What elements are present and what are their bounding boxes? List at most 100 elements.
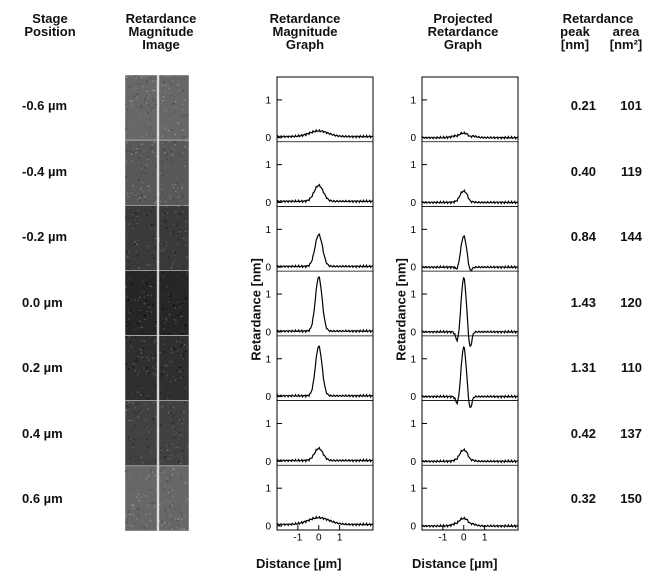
image-noise — [165, 226, 167, 229]
image-noise — [174, 183, 176, 186]
image-noise — [133, 363, 135, 365]
image-noise — [152, 502, 154, 504]
image-noise — [186, 368, 189, 371]
image-noise — [176, 187, 179, 189]
image-noise — [183, 186, 185, 188]
image-noise — [129, 148, 131, 150]
image-noise — [186, 141, 188, 143]
image-noise — [129, 209, 131, 211]
image-noise — [180, 478, 183, 481]
image-noise — [145, 439, 147, 441]
image-noise — [147, 330, 149, 332]
image-noise — [125, 521, 127, 524]
image-noise — [183, 391, 186, 393]
image-noise — [132, 366, 135, 368]
image-noise — [126, 150, 128, 153]
image-noise — [140, 456, 143, 459]
image-noise — [141, 332, 144, 334]
image-noise — [129, 525, 131, 527]
image-noise — [138, 112, 140, 114]
image-noise — [156, 237, 158, 240]
image-noise — [141, 497, 143, 499]
image-noise — [153, 402, 156, 404]
image-noise — [128, 401, 130, 403]
image-noise — [176, 376, 178, 378]
image-noise — [131, 213, 134, 215]
image-noise — [167, 480, 169, 482]
image-noise — [164, 201, 166, 203]
image-noise — [139, 154, 141, 156]
image-noise — [177, 301, 179, 303]
image-noise — [147, 218, 150, 220]
image-noise — [148, 93, 150, 96]
image-noise — [136, 391, 138, 393]
image-noise — [182, 195, 184, 197]
image-noise — [147, 306, 149, 308]
image-noise — [142, 519, 144, 521]
image-noise — [169, 436, 171, 438]
image-noise — [173, 198, 175, 200]
image-noise — [141, 262, 143, 264]
image-noise — [168, 522, 170, 525]
image-noise — [137, 223, 139, 225]
image-noise — [136, 264, 139, 266]
image-noise — [175, 388, 177, 390]
image-noise — [134, 218, 136, 220]
image-noise — [181, 315, 184, 318]
image-noise — [183, 373, 185, 375]
image-noise — [147, 303, 149, 306]
projected-graph-ylabel: Retardance [nm] — [393, 258, 409, 361]
image-noise — [146, 114, 148, 117]
image-noise — [184, 445, 187, 448]
image-noise — [160, 480, 162, 482]
image-noise — [165, 221, 167, 223]
image-noise — [129, 222, 131, 224]
image-noise — [134, 328, 136, 330]
image-noise — [178, 444, 180, 447]
image-noise — [172, 347, 175, 350]
header-line: Magnitude — [272, 24, 338, 39]
image-noise — [137, 267, 139, 269]
image-noise — [132, 393, 134, 395]
image-noise — [142, 421, 144, 424]
image-noise — [176, 527, 178, 529]
image-noise — [160, 113, 162, 115]
image-noise — [178, 238, 180, 240]
image-noise — [143, 291, 145, 294]
image-noise — [133, 438, 136, 440]
header-line: [nm] — [560, 37, 590, 52]
image-noise — [129, 86, 131, 89]
image-noise — [159, 470, 161, 472]
image-noise — [136, 96, 138, 99]
image-noise — [163, 102, 165, 104]
image-noise — [180, 155, 182, 157]
image-noise — [163, 364, 166, 366]
image-noise — [172, 468, 174, 470]
image-noise — [148, 80, 151, 82]
image-noise — [177, 122, 179, 124]
image-noise — [131, 504, 133, 506]
image-noise — [147, 318, 149, 320]
image-noise — [149, 228, 151, 230]
image-noise — [138, 440, 140, 443]
image-noise — [183, 402, 186, 404]
image-noise — [141, 135, 143, 137]
image-noise — [143, 420, 146, 422]
image-noise — [125, 161, 128, 163]
image-noise — [125, 363, 127, 365]
image-noise — [144, 402, 146, 405]
image-noise — [144, 209, 146, 211]
image-noise — [179, 120, 182, 122]
image-noise — [163, 174, 165, 176]
image-noise — [166, 205, 168, 207]
image-noise — [169, 413, 172, 416]
image-noise — [145, 419, 147, 421]
image-noise — [146, 445, 149, 448]
image-noise — [155, 200, 157, 202]
image-noise — [149, 489, 151, 491]
image-noise — [163, 295, 165, 297]
image-noise — [145, 462, 148, 465]
image-noise — [165, 473, 168, 475]
image-noise — [166, 481, 168, 483]
image-noise — [149, 501, 151, 503]
